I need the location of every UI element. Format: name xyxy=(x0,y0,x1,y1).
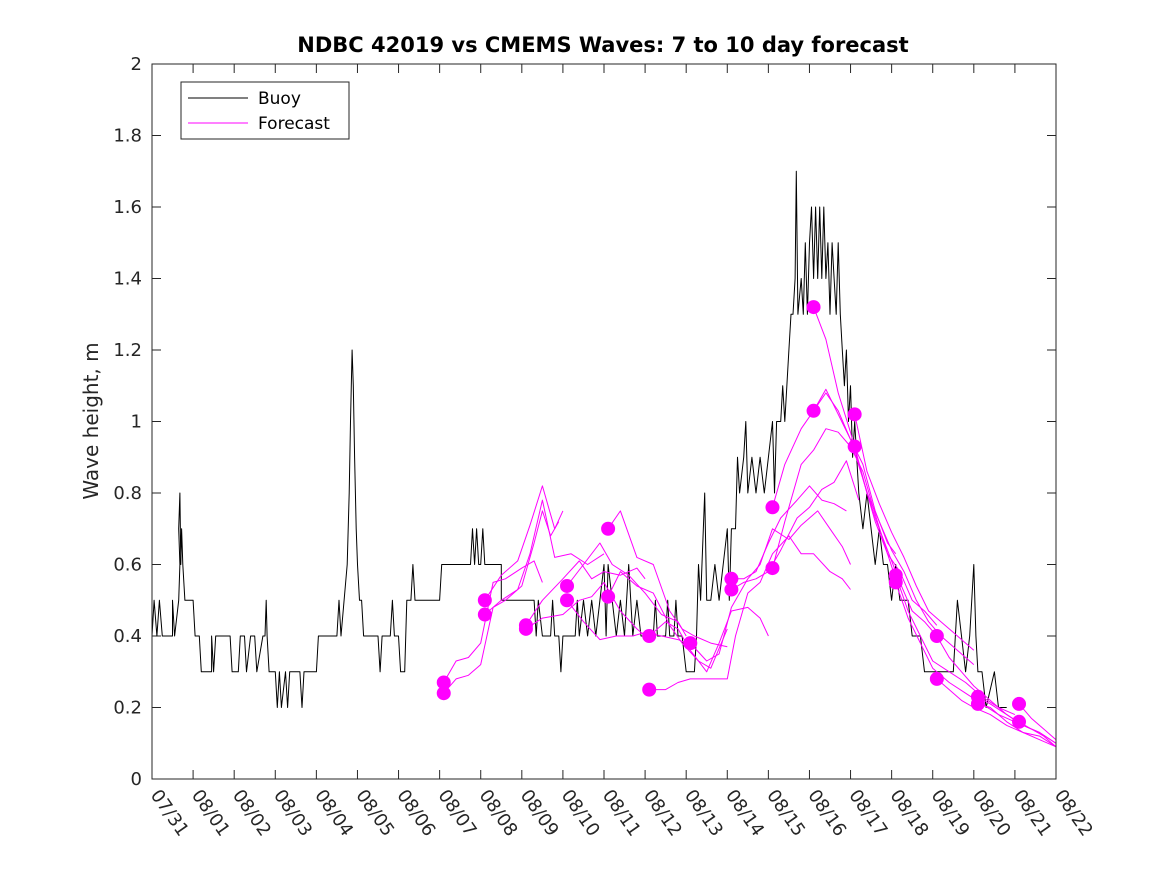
forecast-series-line xyxy=(731,460,860,590)
forecast-start-marker xyxy=(477,607,492,622)
forecast-series-line xyxy=(854,446,975,665)
forecast-start-marker xyxy=(601,521,616,536)
y-tick-labels: 0 0.2 0.4 0.6 0.8 1 1.2 1.4 1.6 1.8 2 xyxy=(113,54,142,790)
forecast-series-line xyxy=(443,560,543,683)
forecast-series-line xyxy=(854,414,975,651)
forecast-series-line xyxy=(689,510,851,662)
y-tick-label: 1 xyxy=(131,412,142,433)
y-tick-label: 1.4 xyxy=(113,269,142,290)
forecast-start-marker xyxy=(642,682,657,697)
forecast-start-marker xyxy=(929,629,944,643)
buoy-series-line xyxy=(151,170,1007,708)
legend-box xyxy=(180,81,350,140)
y-tick-label: 1.6 xyxy=(113,197,142,218)
forecast-series-line xyxy=(936,678,1057,748)
forecast-start-marker xyxy=(765,561,780,576)
forecast-start-marker xyxy=(765,500,780,515)
forecast-start-marker xyxy=(806,300,821,315)
forecast-start-marker xyxy=(518,621,533,636)
forecast-start-marker xyxy=(560,578,575,593)
forecast-start-marker xyxy=(683,636,698,651)
forecast-start-marker xyxy=(601,589,616,604)
forecast-series-line xyxy=(525,560,646,626)
plot-frame xyxy=(151,63,1057,780)
forecast-start-marker xyxy=(560,593,575,608)
forecast-series-line xyxy=(1018,721,1057,748)
y-tick-label: 0.6 xyxy=(113,555,142,576)
y-tick-label: 0 xyxy=(131,769,142,790)
forecast-series-line xyxy=(443,510,560,694)
forecast-start-marker xyxy=(1012,714,1027,729)
forecast-series-line xyxy=(649,535,851,691)
forecast-series-line xyxy=(895,575,1016,716)
forecast-start-marker xyxy=(477,593,492,608)
chart-title: NDBC 42019 vs CMEMS Waves: 7 to 10 day f… xyxy=(297,33,908,57)
forecast-series-line xyxy=(607,571,728,669)
forecast-start-marker xyxy=(724,571,739,586)
forecast-series-line xyxy=(1018,703,1057,741)
y-tick-label: 0.2 xyxy=(113,698,142,719)
forecast-series-line xyxy=(525,581,646,637)
forecast-start-marker xyxy=(806,403,821,418)
forecast-series-line xyxy=(566,599,687,644)
forecast-start-marker xyxy=(929,671,944,686)
forecast-start-marker xyxy=(847,439,862,454)
forecast-start-marker xyxy=(436,675,451,690)
forecast-series-line xyxy=(484,485,564,601)
forecast-series-line xyxy=(607,510,728,648)
y-tick-label: 0.8 xyxy=(113,483,142,504)
forecast-series-line xyxy=(813,392,938,637)
y-axis-label: Wave height, m xyxy=(79,342,103,499)
forecast-start-marker xyxy=(1012,696,1027,711)
forecast-series-line xyxy=(566,542,687,637)
legend-forecast-label: Forecast xyxy=(258,114,330,134)
forecast-start-marker xyxy=(847,407,862,422)
legend: Buoy Forecast xyxy=(180,81,350,140)
y-tick-label: 1.8 xyxy=(113,126,142,147)
forecast-start-marker xyxy=(724,582,739,597)
forecast-start-marker xyxy=(970,696,985,711)
forecast-start-marker xyxy=(436,686,451,701)
y-tick-label: 2 xyxy=(131,54,142,75)
forecast-start-marker xyxy=(888,575,903,590)
forecast-start-marker xyxy=(642,629,657,643)
forecast-series-line xyxy=(895,582,1016,723)
series-layer xyxy=(151,170,1057,748)
legend-buoy-label: Buoy xyxy=(258,89,301,109)
y-tick-label: 0.4 xyxy=(113,626,142,647)
y-tick-label: 1.2 xyxy=(113,340,142,361)
forecast-series-line xyxy=(813,306,938,626)
forecast-series-line xyxy=(484,499,605,615)
